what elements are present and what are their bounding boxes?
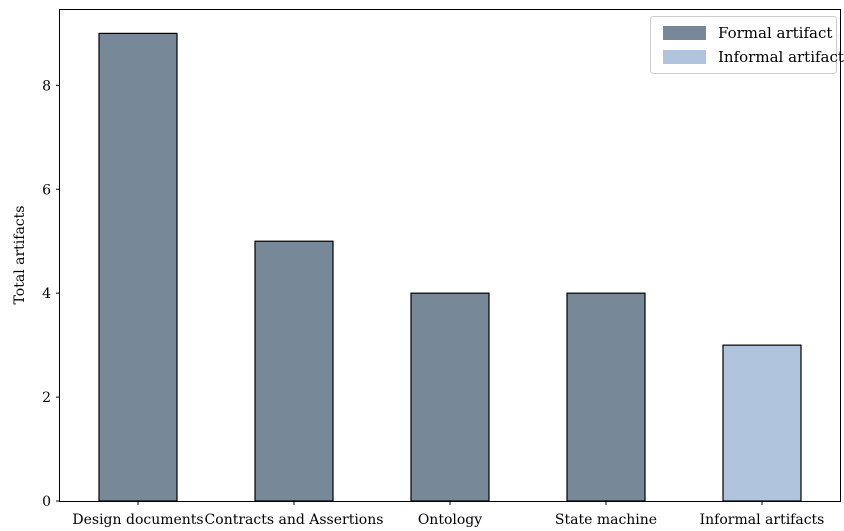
legend-swatch bbox=[663, 50, 706, 64]
legend-swatch bbox=[663, 26, 706, 40]
bar-state-machine bbox=[566, 292, 646, 502]
bars-group bbox=[98, 32, 802, 502]
x-tick-label: State machine bbox=[555, 512, 657, 528]
y-tick-label: 4 bbox=[42, 286, 51, 302]
x-axis-ticks: Design documents Contracts and Assertions… bbox=[72, 501, 824, 528]
y-tick-label: 8 bbox=[42, 78, 51, 94]
y-axis-ticks: 0 2 4 6 8 bbox=[42, 78, 60, 510]
y-tick-label: 2 bbox=[42, 390, 51, 406]
bar-design-documents bbox=[98, 32, 178, 502]
legend-label: Informal artifact bbox=[718, 48, 844, 66]
x-tick-label: Ontology bbox=[418, 512, 482, 528]
y-tick-label: 6 bbox=[42, 182, 51, 198]
x-tick-label: Contracts and Assertions bbox=[205, 512, 384, 528]
legend: Formal artifact Informal artifact bbox=[650, 16, 844, 74]
x-tick-label: Design documents bbox=[72, 512, 203, 528]
bar-contracts-and-assertions bbox=[254, 240, 334, 502]
x-tick-label: Informal artifacts bbox=[700, 512, 825, 528]
y-axis-title: Total artifacts bbox=[12, 206, 28, 305]
bar-informal-artifacts bbox=[722, 344, 802, 502]
legend-label: Formal artifact bbox=[718, 24, 832, 42]
plot-frame bbox=[59, 9, 841, 502]
y-tick-label: 0 bbox=[42, 494, 51, 510]
bar-ontology bbox=[410, 292, 490, 502]
